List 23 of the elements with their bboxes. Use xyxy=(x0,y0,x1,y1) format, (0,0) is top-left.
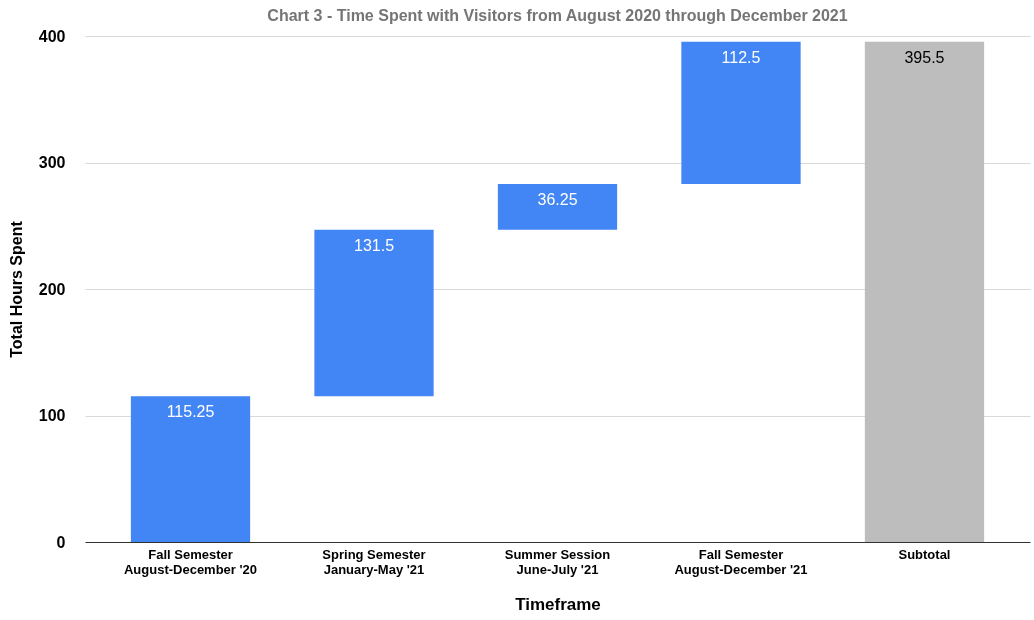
bar xyxy=(130,396,251,542)
bar xyxy=(864,41,985,542)
y-tick-label: 100 xyxy=(38,407,66,424)
y-tick-label: 300 xyxy=(38,154,66,171)
x-tick-label: Fall Semester August-December '21 xyxy=(674,546,808,577)
y-axis-title: Total Hours Spent xyxy=(7,220,25,358)
data-label: 115.25 xyxy=(166,403,215,421)
y-tick-label: 0 xyxy=(56,533,66,551)
bar xyxy=(497,184,618,230)
x-tick-label: Fall Semester August-December '20 xyxy=(123,546,258,577)
x-tick-label: Spring Semester January-May '21 xyxy=(322,546,426,577)
y-tick-label: 200 xyxy=(38,280,66,298)
bar xyxy=(681,41,801,185)
chart-title: Chart 3 - Time Spent with Visitors from August 2020 through December 2021 xyxy=(267,7,848,24)
y-tick-label: 400 xyxy=(38,27,66,45)
x-tick-label: Subtotal xyxy=(898,546,951,562)
data-label: 395.5 xyxy=(904,48,945,66)
x-tick-label: Summer Session June-July '21 xyxy=(504,546,611,577)
data-label: 131.5 xyxy=(353,236,395,254)
data-label: 36.25 xyxy=(537,191,578,209)
bar xyxy=(314,229,434,397)
data-label: 112.5 xyxy=(721,48,761,66)
x-axis-title: Timeframe xyxy=(515,594,601,614)
